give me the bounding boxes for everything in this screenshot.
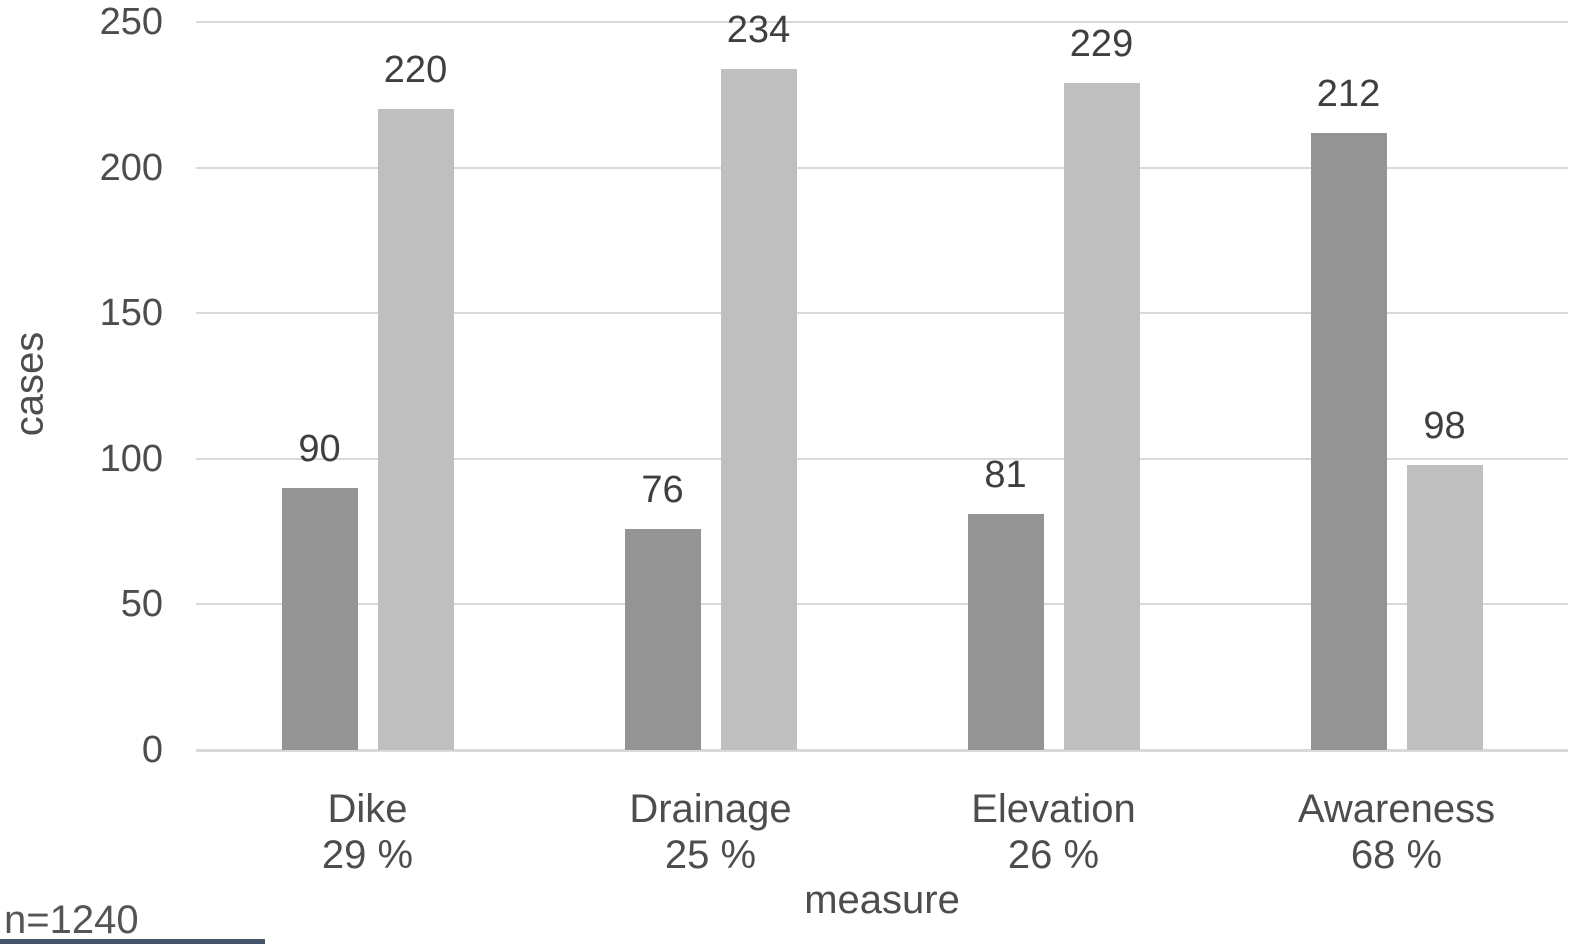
bar-value-label: 229 [1069, 23, 1134, 66]
bar-light-gray-dike [377, 109, 454, 750]
gridline [196, 457, 1568, 460]
gridline [196, 21, 1568, 23]
bar-light-gray-drainage [720, 68, 797, 750]
category-percentage: 25 % [664, 833, 757, 877]
gridline [196, 312, 1568, 315]
category-label-elevation: Elevation 26 % [882, 786, 1225, 878]
bar-value-label: 81 [984, 454, 1027, 497]
category-percentage: 29 % [321, 833, 414, 877]
category-name: Elevation [971, 787, 1136, 831]
y-tick-label: 250 [99, 1, 163, 43]
accent-strip [0, 939, 265, 944]
plot-area: 90 220 76 234 81 229 212 98 [196, 9, 1568, 752]
bar-value-label: 90 [298, 427, 341, 470]
bar-value-label: 212 [1316, 72, 1381, 115]
category-name: Drainage [629, 787, 792, 831]
gridline [196, 603, 1568, 606]
y-tick-label: 200 [99, 146, 163, 189]
y-tick-label: 150 [99, 292, 163, 335]
category-label-awareness: Awareness 68 % [1225, 786, 1568, 878]
bar-value-label: 234 [726, 8, 791, 51]
y-axis-label: cases [7, 331, 52, 437]
bar-dark-gray-drainage [624, 528, 701, 750]
category-name: Dike [327, 787, 408, 831]
x-axis-line [196, 749, 1568, 752]
category-name: Awareness [1297, 787, 1496, 831]
bar-light-gray-awareness [1406, 464, 1483, 750]
y-tick-label: 50 [120, 583, 163, 626]
bar-dark-gray-elevation [967, 514, 1044, 750]
category-percentage: 26 % [1007, 833, 1100, 877]
y-tick-label: 0 [141, 729, 163, 771]
bar-dark-gray-dike [281, 487, 358, 750]
x-axis-label: measure [804, 878, 960, 922]
bar-value-label: 76 [641, 468, 684, 511]
gridline [196, 166, 1568, 169]
y-tick-label: 100 [99, 437, 163, 480]
category-label-drainage: Drainage 25 % [539, 786, 882, 878]
bar-dark-gray-awareness [1310, 132, 1387, 750]
footnote: n=1240 [4, 898, 139, 942]
category-percentage: 68 % [1350, 833, 1443, 877]
category-label-dike: Dike 29 % [196, 786, 539, 878]
bar-light-gray-elevation [1063, 83, 1140, 750]
bar-value-label: 220 [383, 49, 448, 92]
bar-value-label: 98 [1423, 404, 1466, 447]
